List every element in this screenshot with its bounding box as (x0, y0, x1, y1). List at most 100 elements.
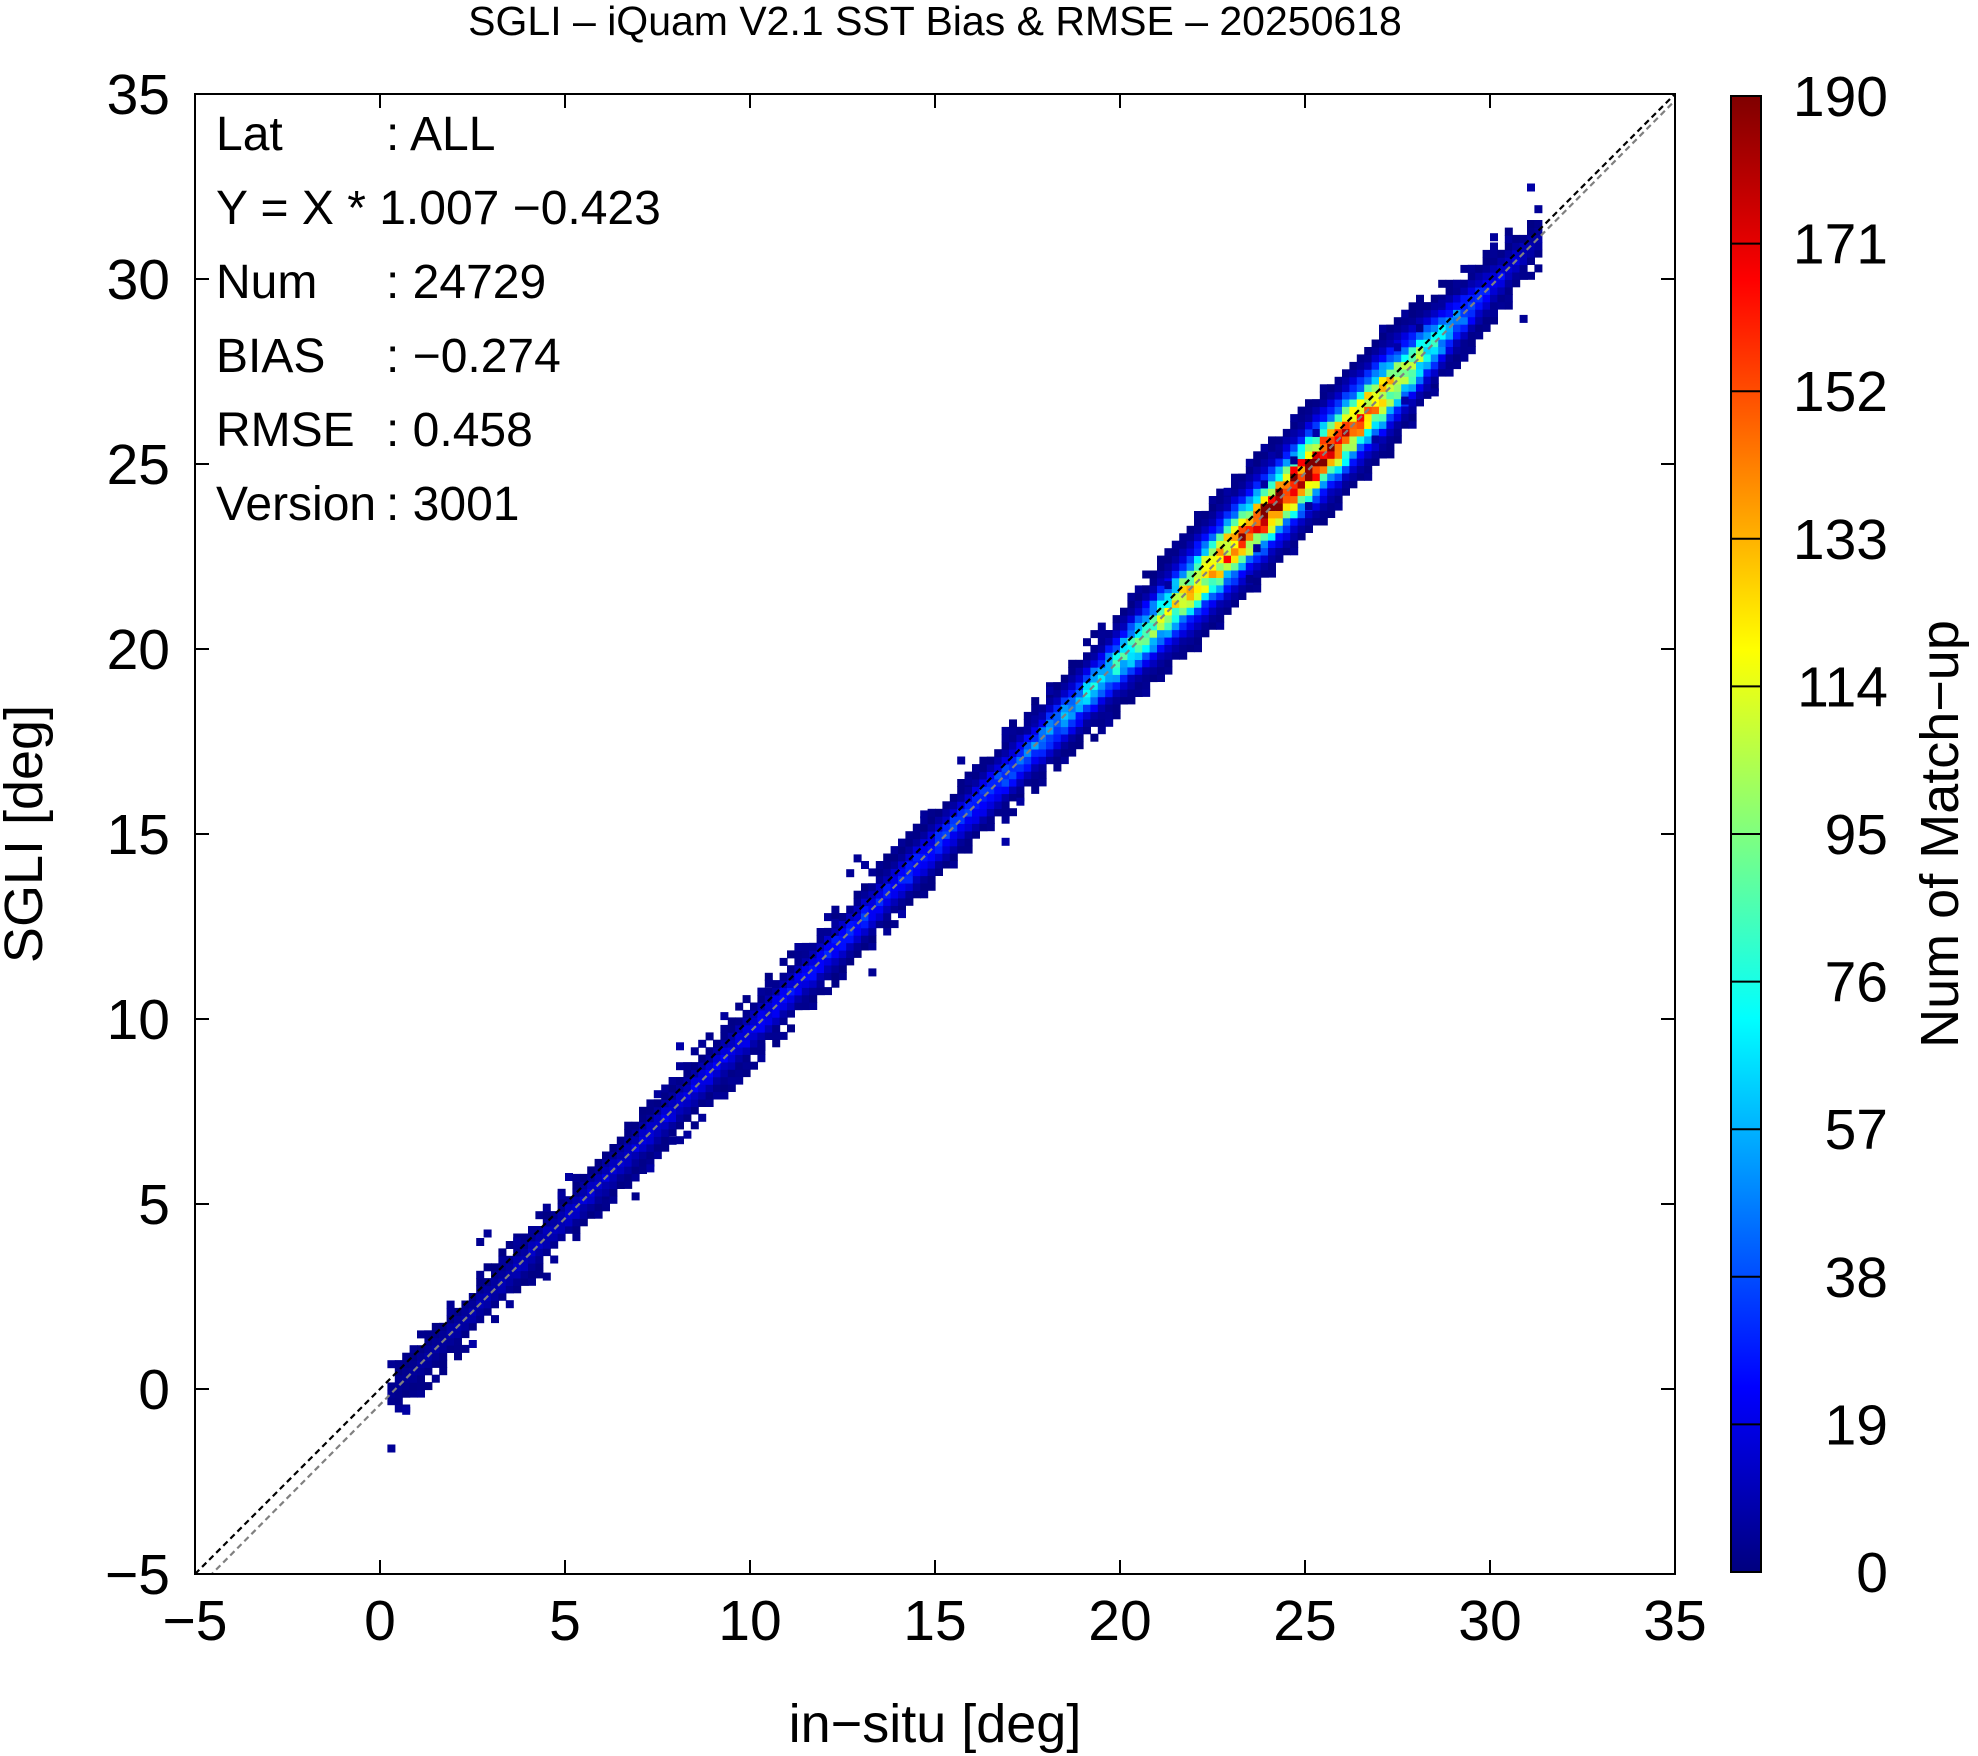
heatmap-cell (986, 801, 995, 809)
heatmap-cell (1060, 726, 1069, 735)
heatmap-cell (787, 994, 795, 1003)
heatmap-cell (1386, 324, 1395, 333)
heatmap-cell (1186, 629, 1195, 638)
heatmap-cell (957, 756, 966, 765)
heatmap-cell (720, 1069, 729, 1078)
heatmap-cell (794, 994, 803, 1003)
heatmap-cell (713, 1084, 721, 1093)
heatmap-cell (1208, 584, 1217, 593)
heatmap-cell (1416, 361, 1424, 370)
heatmap-cell (698, 1076, 707, 1085)
heatmap-cell (1319, 487, 1328, 496)
heatmap-cell (935, 868, 943, 876)
x-tick-label: 20 (1088, 1589, 1151, 1653)
heatmap-cell (1053, 741, 1062, 750)
heatmap-cell (1467, 316, 1476, 325)
heatmap-cell (831, 942, 840, 951)
heatmap-cell (1075, 733, 1084, 742)
heatmap-cell (1393, 406, 1402, 414)
heatmap-cell (1290, 465, 1299, 474)
heatmap-cell (742, 1009, 751, 1018)
heatmap-cell (1068, 711, 1077, 720)
heatmap-cell (1408, 331, 1417, 340)
y-tick-label: −5 (105, 1543, 170, 1607)
colorbar-tick-label: 38 (1825, 1246, 1888, 1310)
heatmap-cell (1305, 443, 1313, 452)
heatmap-cell (1179, 644, 1188, 653)
heatmap-cell (1134, 666, 1143, 675)
heatmap-cell (1179, 540, 1188, 549)
heatmap-cell (446, 1308, 455, 1316)
heatmap-cell (1282, 473, 1291, 482)
heatmap-cell (698, 1062, 707, 1070)
heatmap-cell (676, 1136, 684, 1145)
heatmap-cell (1164, 548, 1173, 557)
heatmap-cell (1186, 599, 1195, 608)
heatmap-cell (831, 935, 840, 944)
heatmap-cell (1068, 667, 1077, 676)
heatmap-cell (1112, 652, 1121, 661)
heatmap-cell (661, 1128, 670, 1137)
heatmap-cell (979, 815, 988, 824)
heatmap-cell (1149, 577, 1158, 586)
colorbar-tick-label: 19 (1825, 1393, 1888, 1457)
heatmap-cell (883, 905, 892, 914)
heatmap-cell (831, 913, 840, 922)
heatmap-cell (1482, 272, 1491, 281)
heatmap-cell (1268, 540, 1276, 548)
heatmap-cell (1171, 651, 1180, 660)
heatmap-cell (668, 1077, 677, 1085)
heatmap-cell (742, 1046, 751, 1055)
heatmap-cell (1490, 249, 1498, 258)
heatmap-cell (942, 801, 951, 810)
heatmap-cell (1334, 480, 1343, 489)
heatmap-cell (631, 1121, 640, 1130)
heatmap-cell (1319, 473, 1328, 482)
heatmap-cell (713, 1076, 721, 1085)
heatmap-cell (1275, 540, 1284, 548)
heatmap-cell (742, 1024, 751, 1033)
heatmap-cell (676, 1042, 684, 1051)
stats-label: Version (216, 478, 376, 531)
heatmap-cell (920, 868, 929, 877)
heatmap-cell (1290, 517, 1299, 526)
heatmap-cell (1016, 797, 1025, 806)
heatmap-cell (661, 1136, 670, 1145)
heatmap-cell (1223, 555, 1232, 564)
heatmap-cell (513, 1270, 522, 1279)
heatmap-cell (1216, 607, 1225, 615)
heatmap-cell (816, 942, 825, 951)
heatmap-cell (1297, 480, 1306, 489)
heatmap-cell (409, 1374, 418, 1383)
heatmap-cell (1245, 510, 1254, 519)
heatmap-cell (528, 1233, 536, 1242)
heatmap-cell (1149, 622, 1158, 631)
heatmap-cell (1194, 533, 1202, 542)
heatmap-cell (402, 1367, 411, 1376)
heatmap-cell (1253, 525, 1262, 534)
heatmap-cell (1319, 517, 1328, 526)
heatmap-cell (1268, 562, 1276, 571)
heatmap-cell (831, 905, 840, 914)
heatmap-cell (594, 1195, 603, 1204)
heatmap-cell (668, 1121, 677, 1130)
heatmap-cell (1290, 532, 1299, 541)
heatmap-cell (1083, 674, 1091, 683)
heatmap-cell (1194, 518, 1202, 527)
heatmap-cell (698, 1084, 707, 1093)
heatmap-cell (402, 1382, 411, 1391)
heatmap-cell (1090, 733, 1099, 742)
heatmap-cell (1275, 525, 1284, 534)
heatmap-cell (1253, 562, 1262, 571)
heatmap-cell (1105, 704, 1114, 712)
heatmap-cell (639, 1151, 647, 1160)
heatmap-cell (1171, 622, 1180, 631)
heatmap-cell (1356, 376, 1365, 385)
heatmap-cell (1245, 503, 1254, 512)
heatmap-cell (949, 808, 958, 817)
heatmap-cell (1504, 272, 1513, 280)
heatmap-cell (394, 1374, 403, 1383)
heatmap-cell (1386, 369, 1395, 377)
heatmap-cell (1416, 346, 1424, 355)
heatmap-cell (1386, 354, 1395, 363)
